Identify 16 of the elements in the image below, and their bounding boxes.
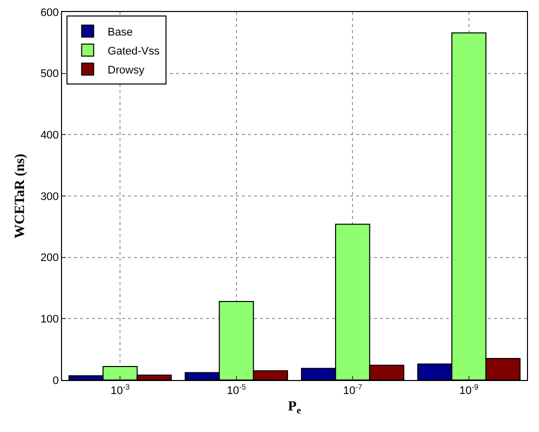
x-tick-label: 10$^{-7}$ — [343, 382, 362, 398]
x-tick-label: 10$^{-3}$ — [110, 382, 130, 398]
x-axis-title: P$_{e}$ — [288, 400, 302, 416]
legend-label: Drowsy — [108, 64, 145, 76]
y-tick-label: 300 — [40, 190, 59, 203]
y-tick-label: 400 — [40, 130, 59, 142]
y-tick-label: 200 — [40, 252, 59, 264]
x-tick-label: 10$^{-5}$ — [226, 382, 246, 398]
legend-label: Base — [108, 26, 133, 38]
y-tick-label: 0 — [52, 374, 59, 387]
x-tick-label: 10$^{-9}$ — [459, 382, 478, 398]
y-tick-label: 600 — [40, 6, 59, 19]
legend-label: Gated-Vss — [108, 45, 160, 58]
y-tick-label: 500 — [40, 68, 59, 80]
y-tick-label: 100 — [40, 314, 59, 326]
y-axis-title: WCETaR (ns) — [13, 153, 28, 238]
